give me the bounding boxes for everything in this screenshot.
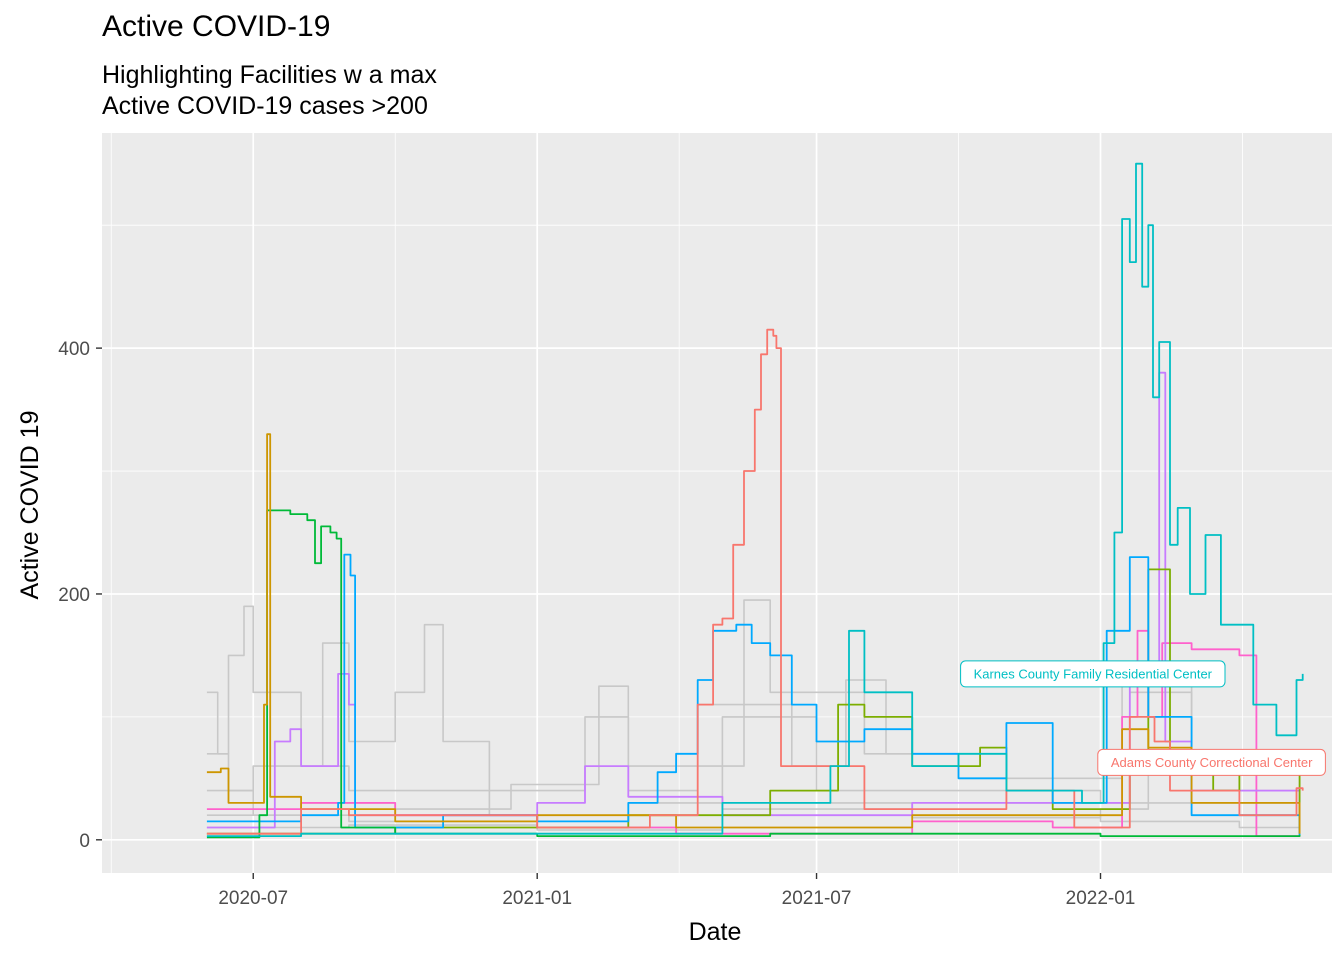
annotation-label-1: Adams County Correctional Center	[1097, 748, 1326, 776]
x-axis-title: Date	[689, 918, 742, 946]
series-line-0	[206, 162, 1304, 837]
chart-subtitle-line-1: Highlighting Facilities w a max	[102, 61, 437, 89]
y-tick-label-1: 200	[58, 585, 90, 606]
chart-subtitle-line-2: Active COVID-19 cases >200	[102, 92, 428, 120]
y-tick-label-0: 0	[79, 831, 90, 852]
chart-title: Active COVID-19	[102, 10, 331, 43]
annotation-group: Karnes County Family Residential Center A…	[960, 660, 1326, 776]
annotation-label-0: Karnes County Family Residential Center	[960, 660, 1226, 688]
annotation-text-1: Adams County Correctional Center	[1111, 755, 1313, 770]
grid-minor	[102, 133, 1332, 873]
chart-subtitle: Highlighting Facilities w a max Active C…	[102, 60, 437, 122]
series-line-6	[206, 371, 1301, 834]
annotation-text-0: Karnes County Family Residential Center	[974, 666, 1213, 681]
annotation-box-0	[960, 660, 1226, 688]
annotation-box-1	[1097, 748, 1326, 776]
x-tick-label-1: 2021-01	[502, 888, 572, 909]
y-axis-title: Active COVID 19	[16, 411, 44, 600]
series-line-4	[206, 553, 1301, 837]
series-line-3	[206, 509, 1301, 839]
y-tick-label-2: 400	[58, 339, 90, 360]
y-axis: 0 200 400	[58, 339, 102, 852]
x-axis: 2020-07 2021-01 2021-07 2022-01	[218, 873, 1135, 909]
x-tick-label-2: 2021-07	[782, 888, 852, 909]
series-line-1	[206, 328, 1304, 835]
x-tick-label-3: 2022-01	[1066, 888, 1136, 909]
series-line-2	[206, 433, 1301, 834]
x-tick-label-0: 2020-07	[218, 888, 288, 909]
